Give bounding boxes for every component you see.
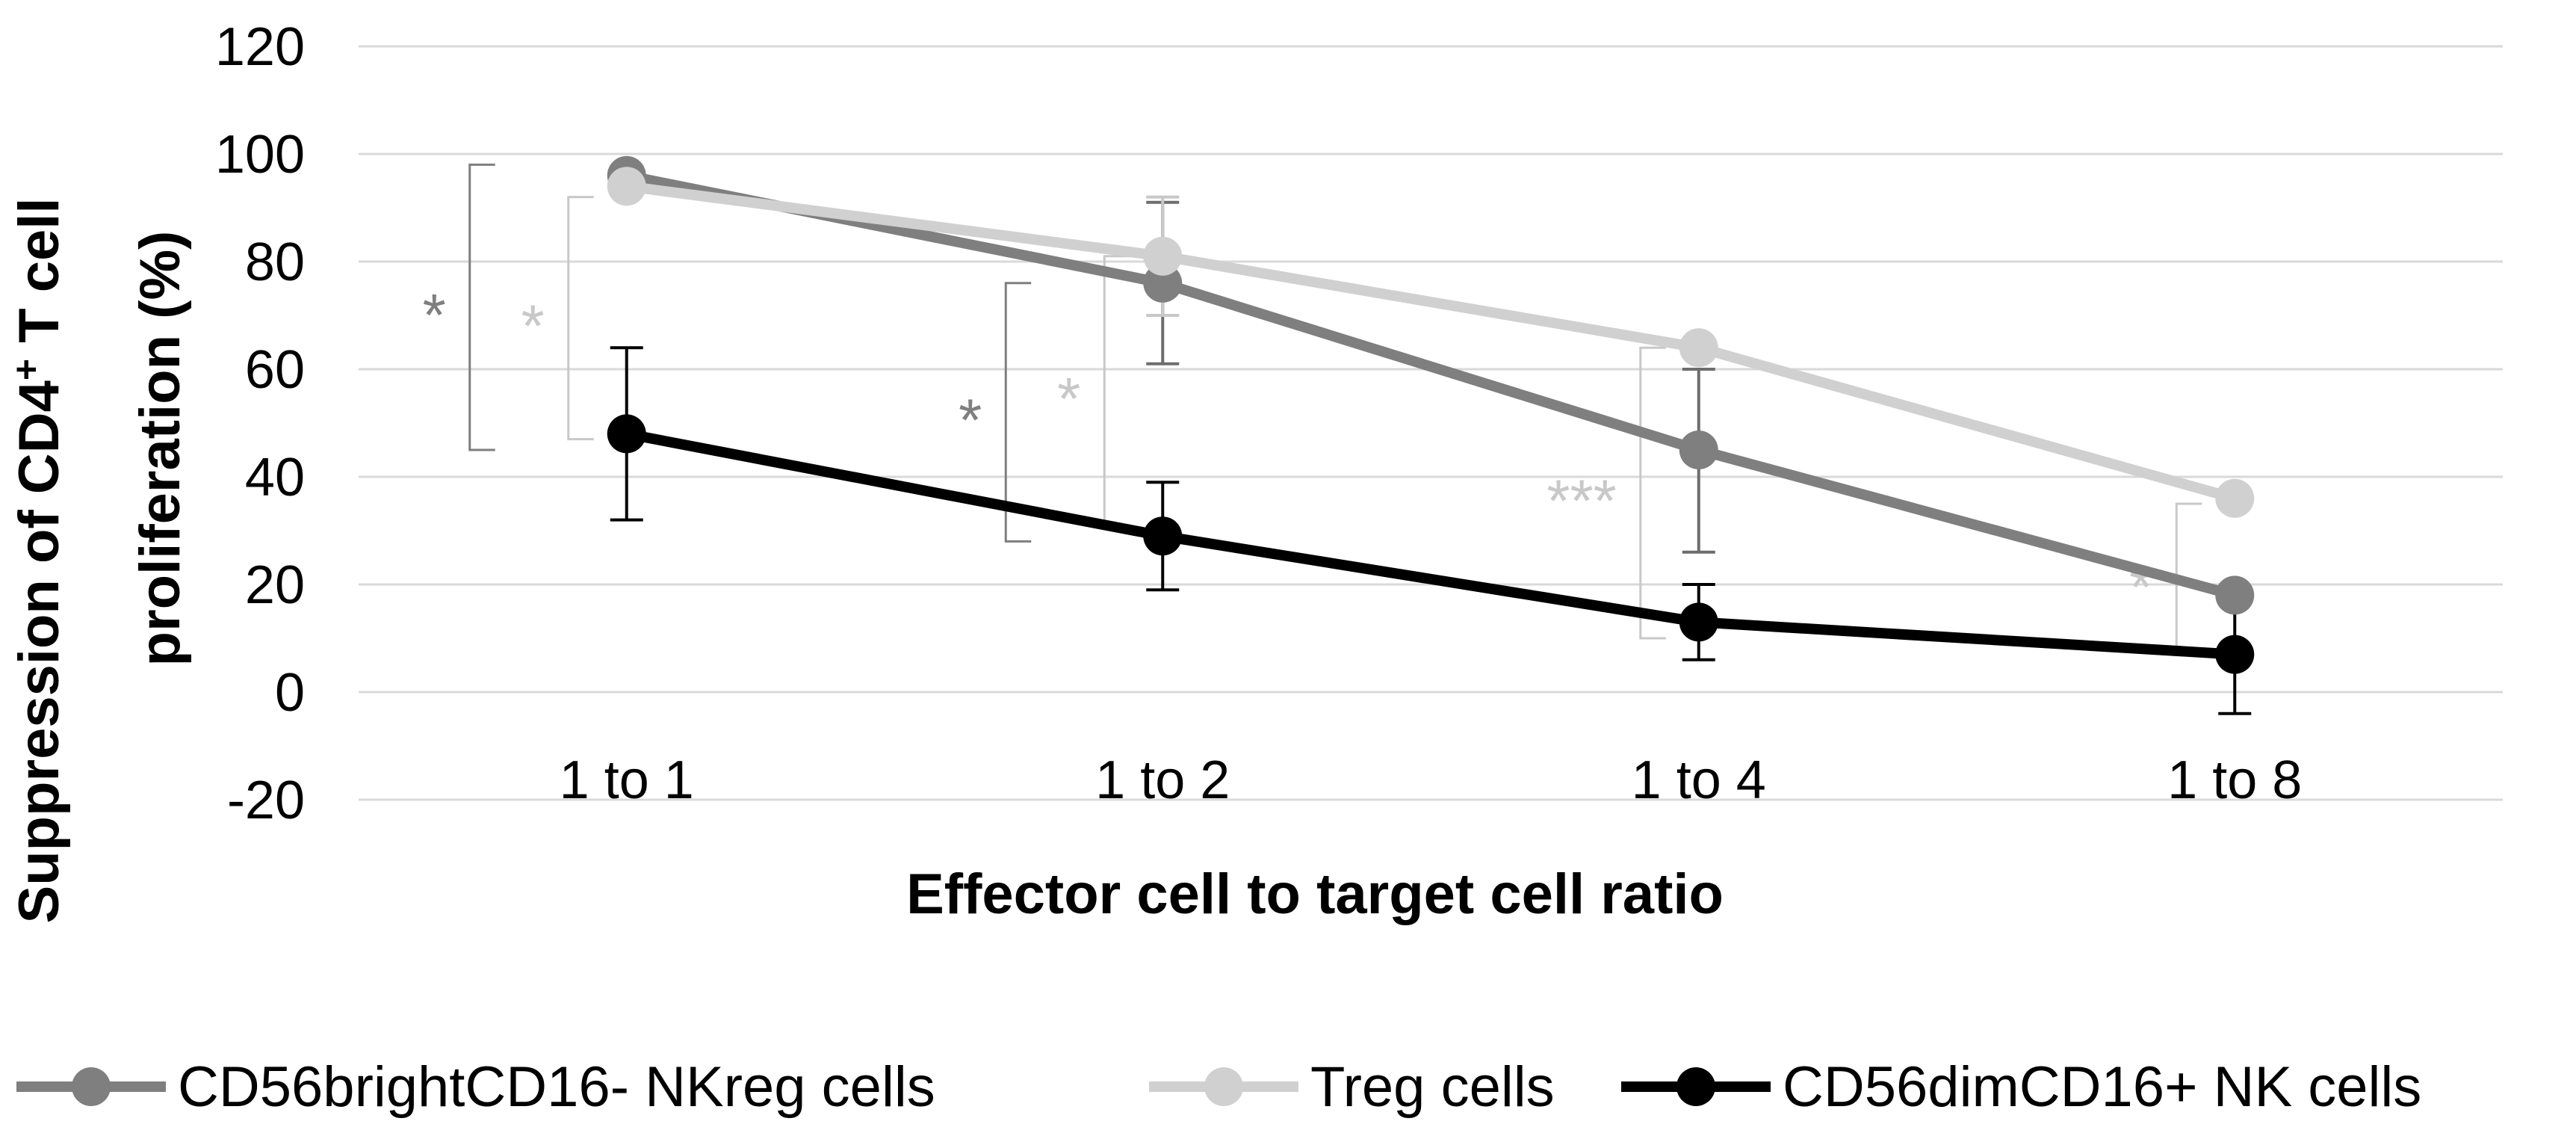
significance-label: * <box>521 293 545 359</box>
x-tick-label: 1 to 1 <box>560 750 694 810</box>
y-tick-label: -20 <box>227 771 305 830</box>
series-points <box>607 155 2255 674</box>
grid-lines <box>359 45 2503 801</box>
data-point-series-1 <box>2215 478 2255 518</box>
significance-label: *** <box>1546 468 1616 534</box>
data-point-series-2 <box>1679 602 1718 642</box>
y-tick-label: 20 <box>245 555 305 615</box>
legend-label-1: Treg cells <box>1310 1055 1555 1119</box>
data-point-series-1 <box>1143 236 1183 276</box>
significance-bracket <box>468 163 495 451</box>
legend-marker-1 <box>1204 1067 1243 1106</box>
y-tick-label: 80 <box>245 232 305 292</box>
data-point-series-1 <box>1679 328 1718 368</box>
x-tick-label: 1 to 4 <box>1632 750 1766 810</box>
significance-bracket <box>567 196 594 441</box>
x-axis-title: Effector cell to target cell ratio <box>906 862 1724 926</box>
y-tick-labels: -20 0 20 40 60 80 100 120 <box>215 17 305 830</box>
y-axis-title-line2: proliferation (%) <box>129 231 192 667</box>
y-tick-label: 100 <box>215 125 305 185</box>
significance-label: * <box>1057 365 1080 432</box>
y-tick-label: 40 <box>245 448 305 507</box>
data-point-series-2 <box>607 414 646 454</box>
significance-bracket <box>1639 346 1666 640</box>
data-point-series-0 <box>2215 575 2255 615</box>
data-point-series-2 <box>2215 635 2255 674</box>
y-tick-label: 60 <box>245 340 305 400</box>
legend: CD56brightCD16- NKreg cells Treg cells CD5… <box>16 1055 2421 1119</box>
x-tick-label: 1 to 8 <box>2167 750 2302 810</box>
significance-bracket <box>1004 282 1032 543</box>
series-line-2 <box>625 428 2235 660</box>
x-tick-label: 1 to 2 <box>1095 750 1230 810</box>
y-axis-title-line1: Suppression of CD4+ T cell <box>5 198 71 924</box>
series-line-1 <box>625 181 2237 504</box>
legend-marker-2 <box>1676 1067 1715 1106</box>
y-tick-label: 120 <box>215 17 305 77</box>
y-axis-title-part1: Suppression of CD4 <box>7 380 71 923</box>
y-axis-title-part2: T cell <box>7 198 71 359</box>
legend-label-2: CD56dimCD16+ NK cells <box>1783 1055 2421 1119</box>
significance-markers: * ** ***** <box>423 163 2202 656</box>
y-axis-title-superscript: + <box>5 359 47 380</box>
legend-label-0: CD56brightCD16- NKreg cells <box>178 1055 935 1119</box>
series-line-0 <box>625 170 2237 601</box>
data-point-series-0 <box>1679 430 1718 469</box>
significance-label: * <box>423 282 446 348</box>
series-lines <box>625 170 2237 660</box>
x-tick-labels: 1 to 1 1 to 2 1 to 4 1 to 8 <box>560 750 2303 810</box>
data-point-series-1 <box>607 167 646 206</box>
legend-marker-0 <box>72 1067 111 1106</box>
significance-label: * <box>959 387 982 454</box>
significance-bracket <box>1103 255 1130 527</box>
y-tick-label: 0 <box>275 663 305 723</box>
data-point-series-2 <box>1143 516 1183 556</box>
data-point-series-0 <box>1143 263 1183 303</box>
